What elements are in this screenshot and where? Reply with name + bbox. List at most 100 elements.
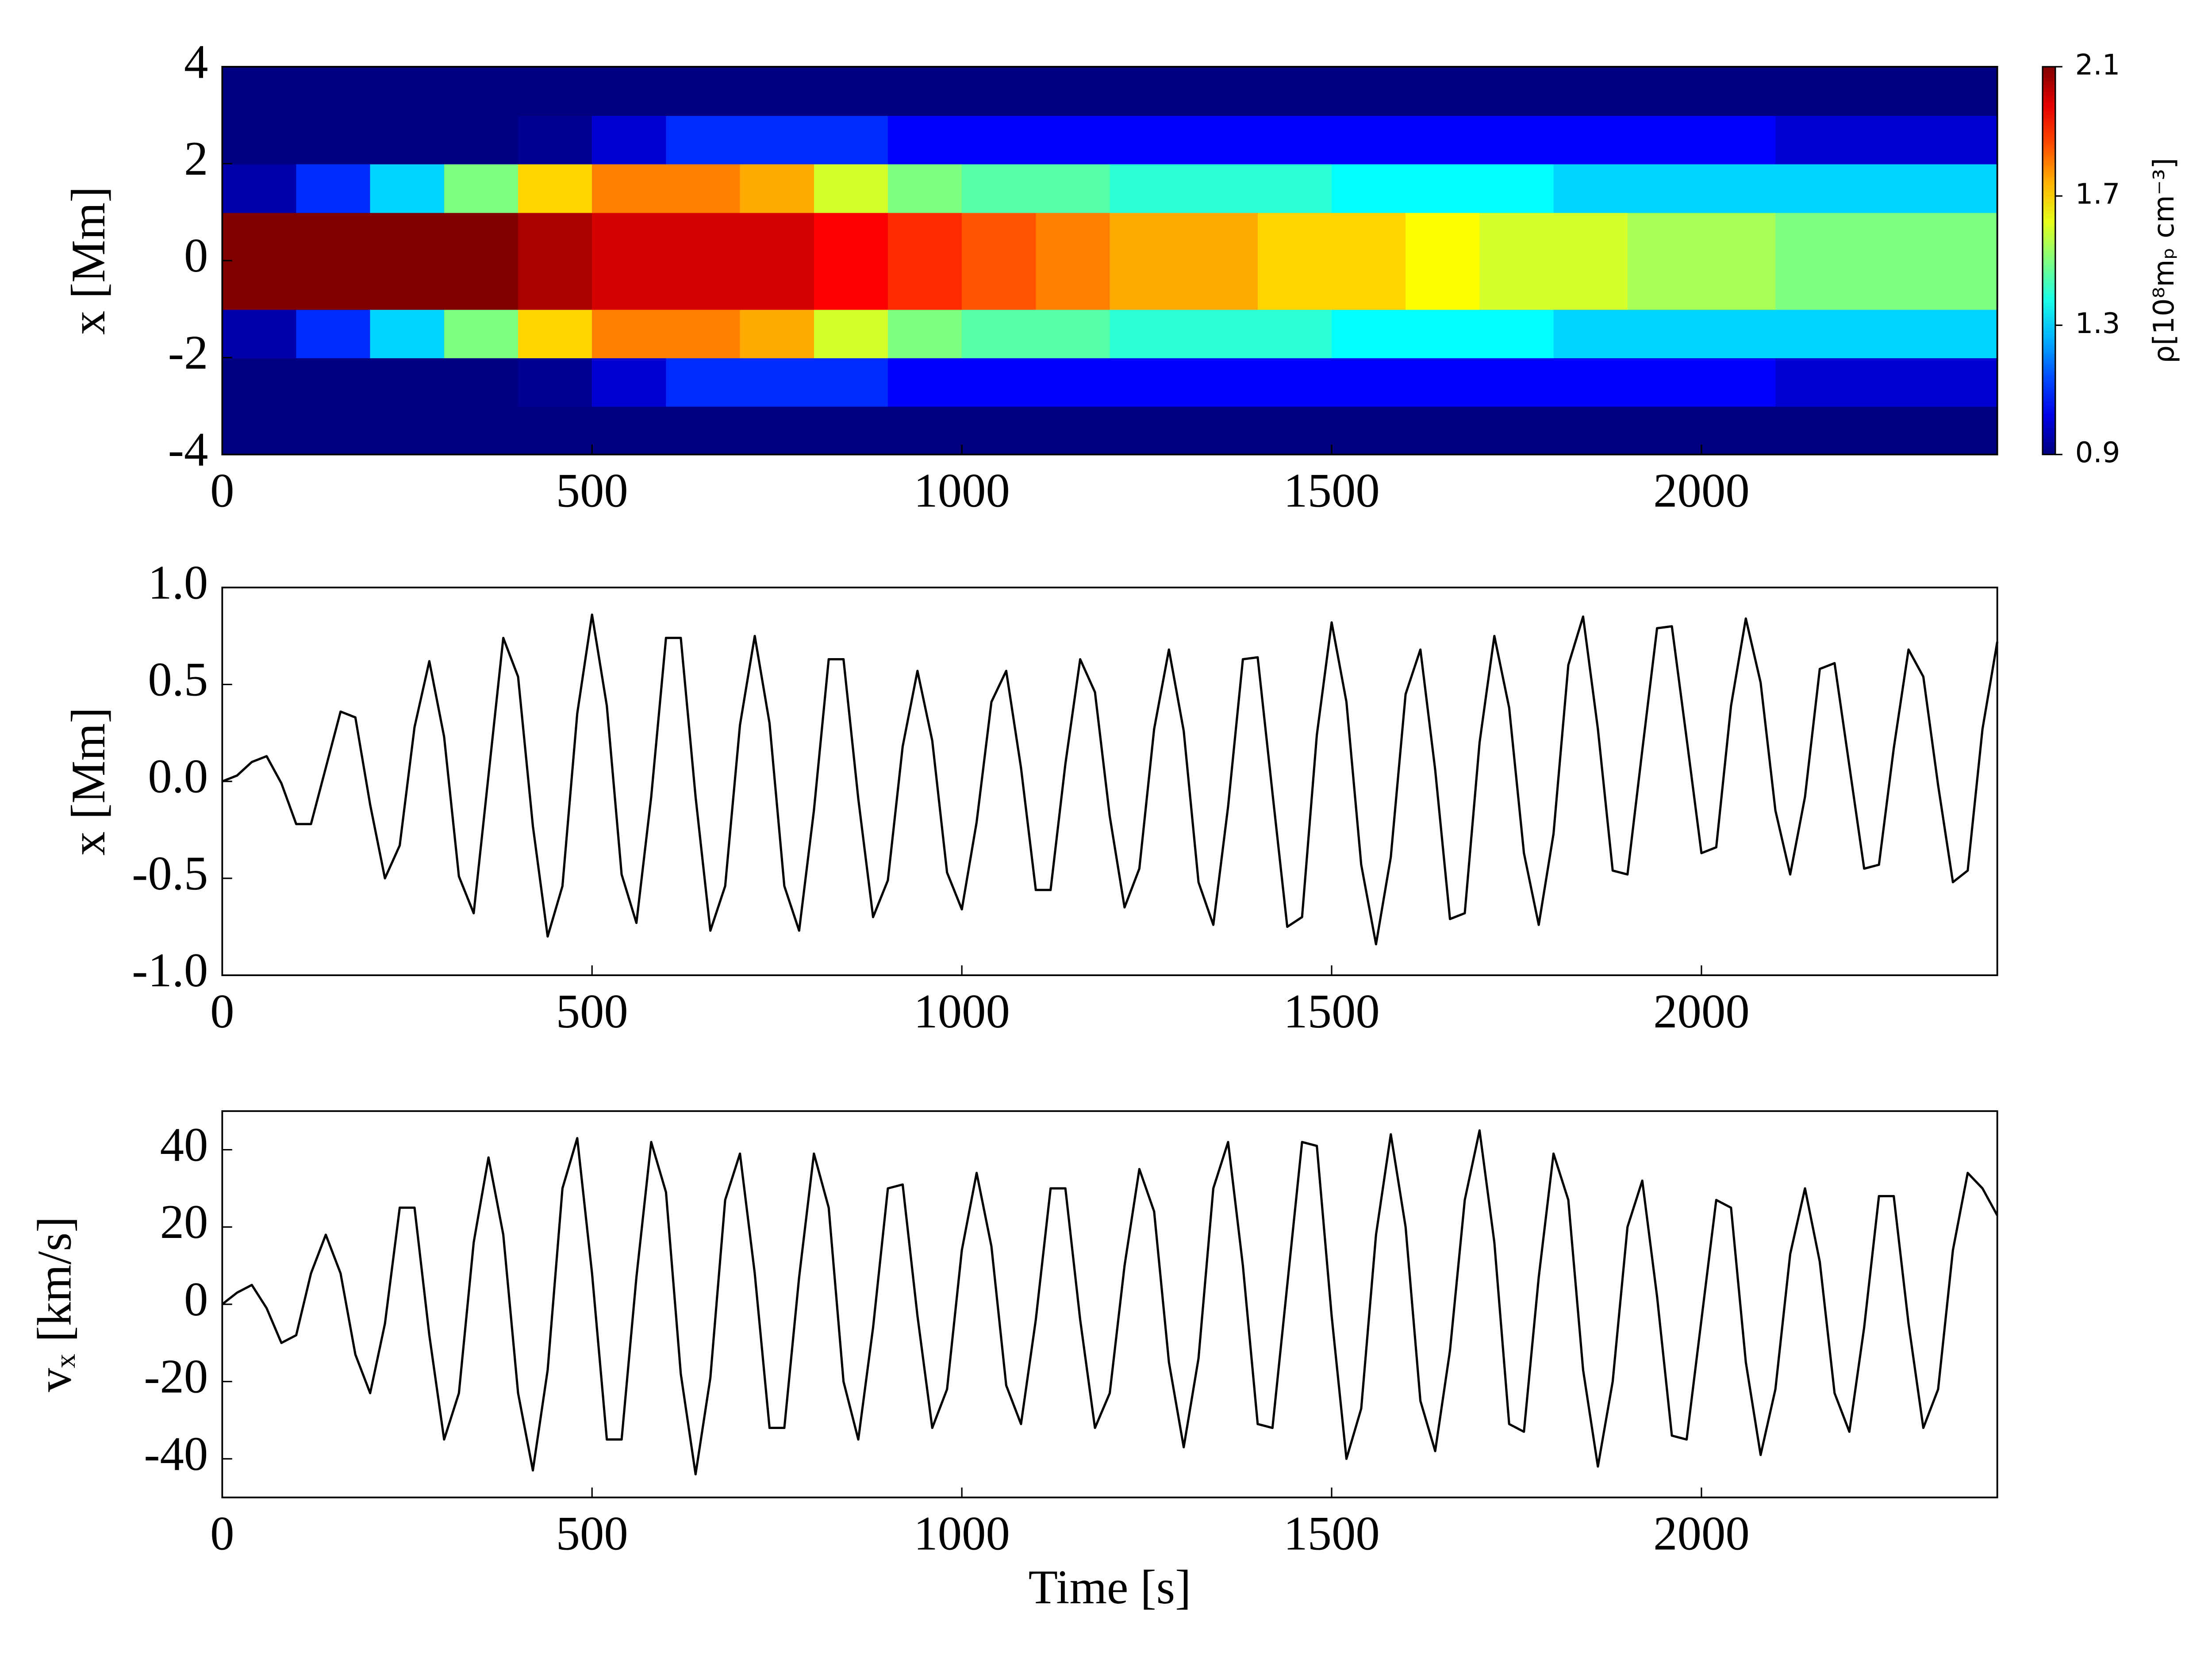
heatmap-cell — [1923, 66, 1998, 116]
heatmap-cell — [887, 261, 963, 310]
heatmap-cell — [1775, 309, 1850, 359]
heatmap-cell — [1406, 309, 1480, 359]
x-tick-label: 1500 — [1283, 464, 1380, 517]
heatmap-cell — [740, 212, 815, 261]
x-tick-label: 0 — [210, 1506, 234, 1560]
heatmap-cell — [1553, 115, 1628, 165]
x-tick-label: 1000 — [914, 985, 1010, 1038]
y-axis-label: x [Mm] — [61, 187, 115, 335]
heatmap-cell — [1183, 115, 1259, 165]
heatmap-cell — [1923, 309, 1998, 359]
y-tick-label: -4 — [168, 423, 208, 476]
heatmap-cell — [666, 164, 741, 213]
heatmap-cell — [887, 66, 963, 116]
heatmap-cell — [666, 212, 741, 261]
heatmap-cell — [222, 212, 297, 261]
heatmap-cell — [444, 164, 519, 213]
heatmap-cell — [666, 309, 741, 359]
heatmap-cell — [1627, 212, 1702, 261]
heatmap-cell — [962, 164, 1037, 213]
heatmap-cell — [1110, 66, 1185, 116]
heatmap-cell — [1479, 406, 1555, 456]
y-tick-label: 40 — [160, 1118, 208, 1172]
heatmap-cell — [1110, 261, 1185, 310]
heatmap-cell — [1701, 406, 1776, 456]
heatmap-cell — [1036, 261, 1111, 310]
heatmap-cell — [444, 309, 519, 359]
heatmap-cell — [444, 406, 519, 456]
x-tick-label: 0 — [210, 464, 234, 517]
heatmap-cell — [1110, 115, 1185, 165]
heatmap-cell — [444, 115, 519, 165]
heatmap-cell — [1406, 66, 1480, 116]
heatmap-cell — [1775, 164, 1850, 213]
heatmap-cell — [740, 357, 815, 407]
y-tick-label: -40 — [144, 1427, 208, 1480]
heatmap-cell — [370, 115, 445, 165]
y-tick-label: 2 — [184, 132, 208, 185]
heatmap-cell — [962, 357, 1037, 407]
heatmap-cell — [222, 261, 297, 310]
heatmap-cell — [222, 164, 297, 213]
heatmap-cell — [666, 357, 741, 407]
heatmap-cell — [962, 406, 1037, 456]
heatmap-cell — [1183, 66, 1259, 116]
heatmap-cell — [518, 212, 593, 261]
x-axis-label: Time [s] — [1029, 1560, 1191, 1614]
y-tick-label: 0.5 — [148, 653, 208, 706]
y-tick-label: -2 — [168, 326, 208, 379]
heatmap-cell — [1923, 212, 1998, 261]
heatmap-cell — [1110, 406, 1185, 456]
heatmap-cell — [1627, 357, 1702, 407]
heatmap-cell — [222, 309, 297, 359]
heatmap-cell — [1406, 357, 1480, 407]
heatmap-cell — [1849, 261, 1924, 310]
heatmap-cell — [1257, 212, 1333, 261]
heatmap-cell — [1775, 66, 1850, 116]
heatmap-cell — [1627, 261, 1702, 310]
heatmap-cell — [1479, 261, 1555, 310]
heatmap-cell — [962, 309, 1037, 359]
heatmap-cell — [370, 261, 445, 310]
x-tick-label: 1000 — [914, 464, 1010, 517]
heatmap-cell — [1110, 309, 1185, 359]
heatmap-cell — [1849, 164, 1924, 213]
heatmap-cell — [814, 357, 889, 407]
heatmap-cell — [1923, 261, 1998, 310]
heatmap-cell — [814, 66, 889, 116]
plot-frame — [221, 1110, 1998, 1498]
heatmap-cell — [666, 115, 741, 165]
heatmap-cell — [518, 309, 593, 359]
heatmap-cell — [1849, 66, 1924, 116]
heatmap-cell — [1257, 309, 1333, 359]
x-tick-label: 500 — [556, 985, 628, 1038]
heatmap-cell — [1701, 66, 1776, 116]
heatmap-cell — [1406, 212, 1480, 261]
x-tick-label: 1500 — [1283, 985, 1380, 1038]
heatmap-cell — [296, 406, 371, 456]
y-axis-label: vₓ [km/s] — [27, 1216, 81, 1392]
heatmap-cell — [1183, 357, 1259, 407]
heatmap-cell — [444, 357, 519, 407]
heatmap-cell — [1332, 164, 1406, 213]
colorbar-tick-label: 2.1 — [2075, 49, 2120, 81]
heatmap-cell — [592, 261, 667, 310]
x-tick-label: 500 — [556, 1506, 628, 1560]
heatmap-cell — [887, 212, 963, 261]
heatmap-cell — [444, 66, 519, 116]
heatmap-cell — [1701, 357, 1776, 407]
y-tick-label: -0.5 — [132, 847, 208, 900]
x-tick-label: 2000 — [1653, 985, 1750, 1038]
heatmap-cell — [592, 309, 667, 359]
heatmap-cell — [1479, 164, 1555, 213]
heatmap-cell — [370, 309, 445, 359]
heatmap-cell — [814, 164, 889, 213]
heatmap-cell — [740, 309, 815, 359]
heatmap-cell — [1627, 309, 1702, 359]
heatmap-cell — [592, 357, 667, 407]
heatmap-cell — [1332, 261, 1406, 310]
heatmap-cell — [962, 212, 1037, 261]
heatmap-cell — [1183, 309, 1259, 359]
heatmap-cell — [1775, 261, 1850, 310]
